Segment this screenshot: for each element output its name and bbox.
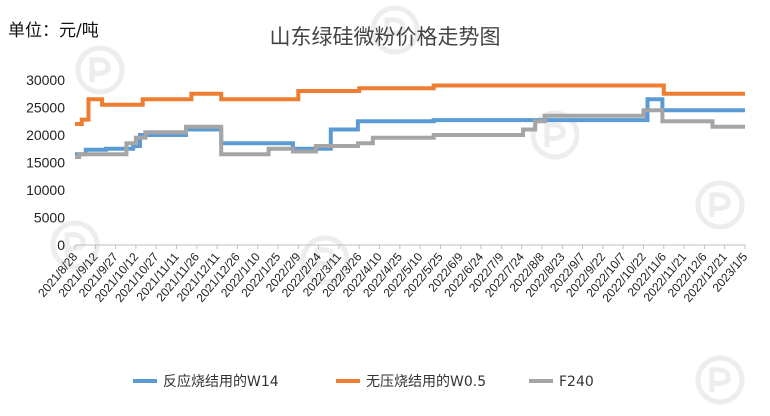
chart-title: 山东绿硅微粉价格走势图	[270, 25, 501, 49]
series-layer	[75, 83, 745, 159]
series-line-2	[75, 83, 745, 126]
y-tick-label: 20000	[26, 127, 65, 143]
legend-label: F240	[559, 374, 594, 390]
y-axis: 0 5000 10000 15000 20000 25000 30000	[26, 72, 65, 253]
legend: 反应烧结用的W14 无压烧结用的W0.5 F240	[133, 373, 594, 390]
legend-label: 无压烧结用的W0.5	[366, 374, 486, 390]
legend-item: 反应烧结用的W14	[133, 373, 279, 390]
legend-label: 反应烧结用的W14	[163, 373, 279, 390]
y-tick-label: 10000	[26, 182, 65, 198]
watermark-logo	[530, 110, 580, 160]
watermark-logo	[695, 180, 745, 230]
series-line-1	[75, 97, 745, 157]
y-tick-label: 25000	[26, 100, 65, 116]
unit-label: 单位：元/吨	[8, 21, 99, 41]
series-line-3	[75, 108, 745, 159]
zhongfen-watermark-logos	[50, 5, 745, 405]
legend-item: 无压烧结用的W0.5	[336, 374, 486, 390]
watermark-logo	[695, 355, 745, 405]
x-axis: 2021/8/282021/9/122021/9/272021/10/12202…	[35, 244, 751, 305]
y-tick-label: 5000	[34, 210, 65, 226]
watermark-logo	[370, 5, 420, 55]
y-tick-label: 0	[57, 237, 65, 253]
legend-item: F240	[529, 374, 594, 390]
watermark-logo	[300, 235, 350, 285]
y-tick-label: 30000	[26, 72, 65, 88]
y-tick-label: 15000	[26, 155, 65, 171]
watermark-logo	[75, 45, 125, 95]
